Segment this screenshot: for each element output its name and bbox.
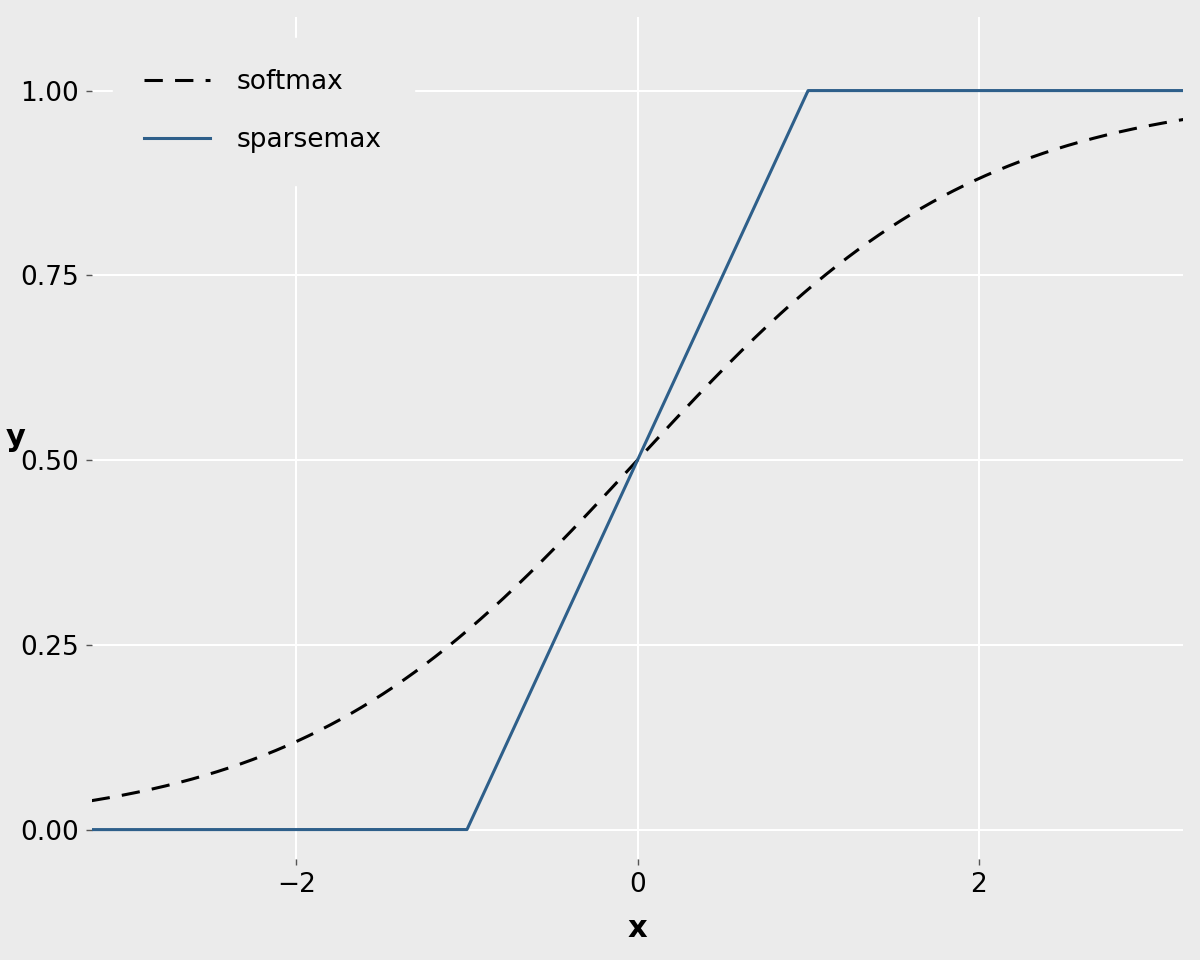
- softmax: [84, 795, 98, 806]
- softmax: [274, 742, 288, 754]
- sparsemax: [503, 730, 517, 741]
- softmax: [551, 540, 565, 551]
- Legend: softmax, sparsemax: softmax, sparsemax: [113, 37, 414, 184]
- softmax: [1154, 117, 1169, 129]
- sparsemax: [551, 628, 565, 639]
- sparsemax: [209, 824, 223, 835]
- softmax: [209, 766, 223, 778]
- sparsemax: [1176, 84, 1190, 96]
- sparsemax: [84, 824, 98, 835]
- Line: softmax: softmax: [91, 119, 1183, 801]
- softmax: [1037, 147, 1051, 158]
- sparsemax: [1038, 84, 1052, 96]
- Y-axis label: y: y: [5, 423, 25, 452]
- sparsemax: [274, 824, 288, 835]
- softmax: [503, 586, 517, 597]
- softmax: [1176, 113, 1190, 125]
- Line: sparsemax: sparsemax: [91, 90, 1183, 829]
- sparsemax: [802, 84, 816, 96]
- sparsemax: [1156, 84, 1170, 96]
- X-axis label: x: x: [628, 914, 647, 944]
